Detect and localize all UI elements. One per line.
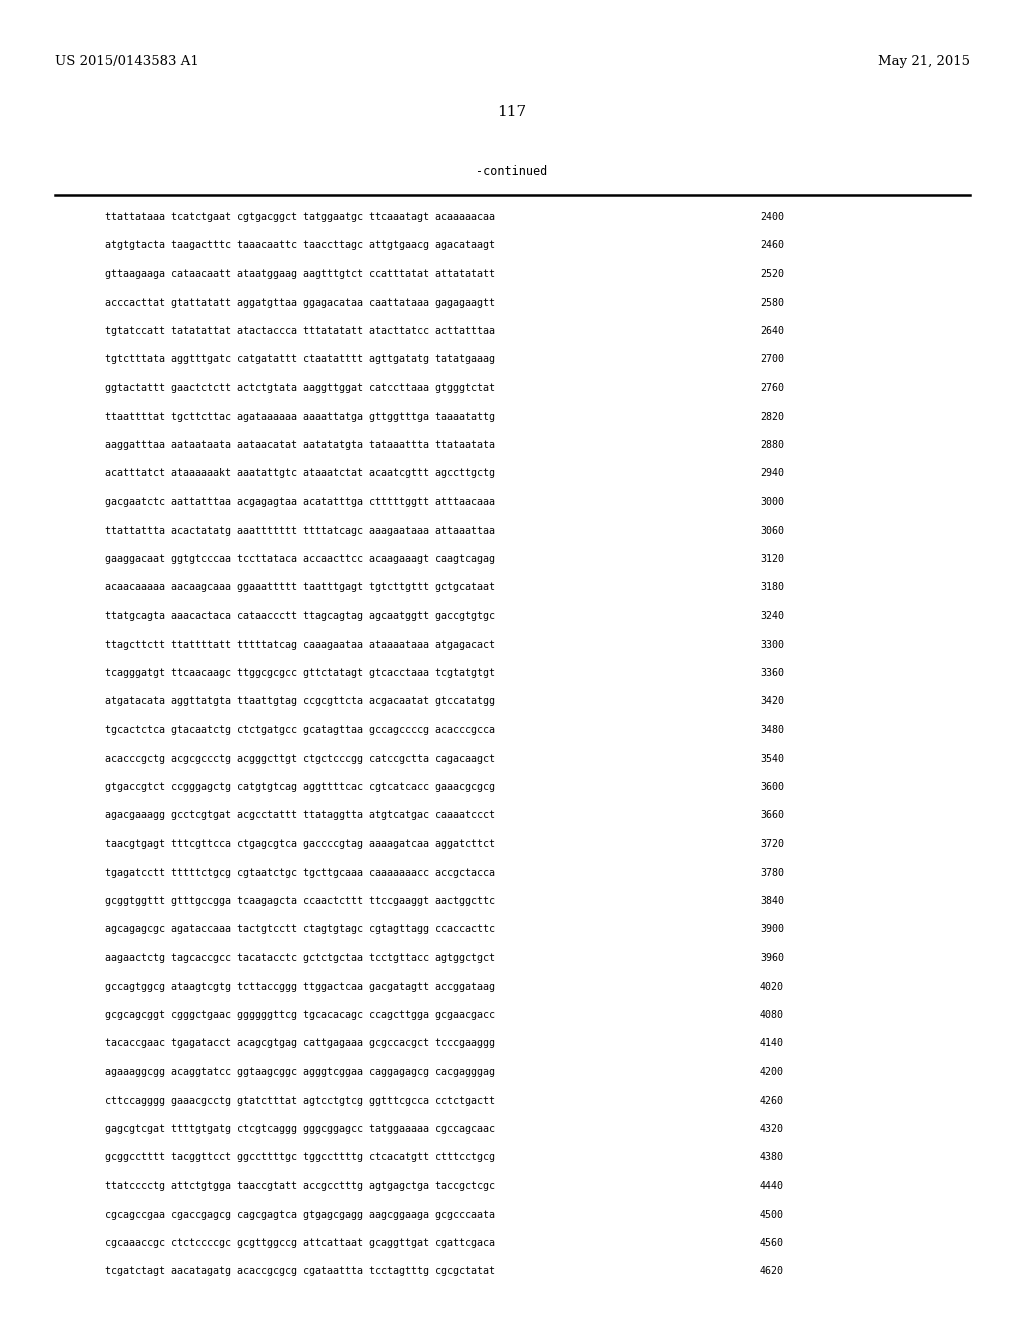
Text: 4500: 4500 (760, 1209, 784, 1220)
Text: ttatgcagta aaacactaca cataaccctt ttagcagtag agcaatggtt gaccgtgtgc: ttatgcagta aaacactaca cataaccctt ttagcag… (105, 611, 495, 620)
Text: 3300: 3300 (760, 639, 784, 649)
Text: gcggtggttt gtttgccgga tcaagagcta ccaactcttt ttccgaaggt aactggcttc: gcggtggttt gtttgccgga tcaagagcta ccaactc… (105, 896, 495, 906)
Text: 2820: 2820 (760, 412, 784, 421)
Text: atgtgtacta taagactttc taaacaattc taaccttagc attgtgaacg agacataagt: atgtgtacta taagactttc taaacaattc taacctt… (105, 240, 495, 251)
Text: aaggatttaa aataataata aataacatat aatatatgta tataaattta ttataatata: aaggatttaa aataataata aataacatat aatatat… (105, 440, 495, 450)
Text: 2700: 2700 (760, 355, 784, 364)
Text: 4020: 4020 (760, 982, 784, 991)
Text: gaaggacaat ggtgtcccaa tccttataca accaacttcc acaagaaagt caagtcagag: gaaggacaat ggtgtcccaa tccttataca accaact… (105, 554, 495, 564)
Text: tcagggatgt ttcaacaagc ttggcgcgcc gttctatagt gtcacctaaa tcgtatgtgt: tcagggatgt ttcaacaagc ttggcgcgcc gttctat… (105, 668, 495, 678)
Text: 3600: 3600 (760, 781, 784, 792)
Text: tacaccgaac tgagatacct acagcgtgag cattgagaaa gcgccacgct tcccgaaggg: tacaccgaac tgagatacct acagcgtgag cattgag… (105, 1039, 495, 1048)
Text: 4380: 4380 (760, 1152, 784, 1163)
Text: 4260: 4260 (760, 1096, 784, 1106)
Text: 2400: 2400 (760, 213, 784, 222)
Text: 3360: 3360 (760, 668, 784, 678)
Text: atgatacata aggttatgta ttaattgtag ccgcgttcta acgacaatat gtccatatgg: atgatacata aggttatgta ttaattgtag ccgcgtt… (105, 697, 495, 706)
Text: cttccagggg gaaacgcctg gtatctttat agtcctgtcg ggtttcgcca cctctgactt: cttccagggg gaaacgcctg gtatctttat agtcctg… (105, 1096, 495, 1106)
Text: 2760: 2760 (760, 383, 784, 393)
Text: cgcaaaccgc ctctccccgc gcgttggccg attcattaat gcaggttgat cgattcgaca: cgcaaaccgc ctctccccgc gcgttggccg attcatt… (105, 1238, 495, 1247)
Text: gcgcagcggt cgggctgaac ggggggttcg tgcacacagc ccagcttgga gcgaacgacc: gcgcagcggt cgggctgaac ggggggttcg tgcacac… (105, 1010, 495, 1020)
Text: 3960: 3960 (760, 953, 784, 964)
Text: ttattattta acactatatg aaattttttt ttttatcagc aaagaataaa attaaattaa: ttattattta acactatatg aaattttttt ttttatc… (105, 525, 495, 536)
Text: ttaattttat tgcttcttac agataaaaaa aaaattatga gttggtttga taaaatattg: ttaattttat tgcttcttac agataaaaaa aaaatta… (105, 412, 495, 421)
Text: 3840: 3840 (760, 896, 784, 906)
Text: 4140: 4140 (760, 1039, 784, 1048)
Text: gtgaccgtct ccgggagctg catgtgtcag aggttttcac cgtcatcacc gaaacgcgcg: gtgaccgtct ccgggagctg catgtgtcag aggtttt… (105, 781, 495, 792)
Text: 4560: 4560 (760, 1238, 784, 1247)
Text: tgagatcctt tttttctgcg cgtaatctgc tgcttgcaaa caaaaaaacc accgctacca: tgagatcctt tttttctgcg cgtaatctgc tgcttgc… (105, 867, 495, 878)
Text: 3060: 3060 (760, 525, 784, 536)
Text: gccagtggcg ataagtcgtg tcttaccggg ttggactcaa gacgatagtt accggataag: gccagtggcg ataagtcgtg tcttaccggg ttggact… (105, 982, 495, 991)
Text: 3420: 3420 (760, 697, 784, 706)
Text: 2520: 2520 (760, 269, 784, 279)
Text: tcgatctagt aacatagatg acaccgcgcg cgataattta tcctagtttg cgcgctatat: tcgatctagt aacatagatg acaccgcgcg cgataat… (105, 1266, 495, 1276)
Text: agaaaggcgg acaggtatcc ggtaagcggc agggtcggaa caggagagcg cacgagggag: agaaaggcgg acaggtatcc ggtaagcggc agggtcg… (105, 1067, 495, 1077)
Text: ggtactattt gaactctctt actctgtata aaggttggat catccttaaa gtgggtctat: ggtactattt gaactctctt actctgtata aaggttg… (105, 383, 495, 393)
Text: agcagagcgc agataccaaa tactgtcctt ctagtgtagc cgtagttagg ccaccacttc: agcagagcgc agataccaaa tactgtcctt ctagtgt… (105, 924, 495, 935)
Text: acaacaaaaa aacaagcaaa ggaaattttt taatttgagt tgtcttgttt gctgcataat: acaacaaaaa aacaagcaaa ggaaattttt taatttg… (105, 582, 495, 593)
Text: 3180: 3180 (760, 582, 784, 593)
Text: 3660: 3660 (760, 810, 784, 821)
Text: tgtatccatt tatatattat atactaccca tttatatatt atacttatcc acttatttaa: tgtatccatt tatatattat atactaccca tttatat… (105, 326, 495, 337)
Text: ttatcccctg attctgtgga taaccgtatt accgcctttg agtgagctga taccgctcgc: ttatcccctg attctgtgga taaccgtatt accgcct… (105, 1181, 495, 1191)
Text: gacgaatctc aattatttaa acgagagtaa acatatttga ctttttggtt atttaacaaa: gacgaatctc aattatttaa acgagagtaa acatatt… (105, 498, 495, 507)
Text: 3120: 3120 (760, 554, 784, 564)
Text: 2940: 2940 (760, 469, 784, 479)
Text: 2580: 2580 (760, 297, 784, 308)
Text: 2460: 2460 (760, 240, 784, 251)
Text: gagcgtcgat ttttgtgatg ctcgtcaggg gggcggagcc tatggaaaaa cgccagcaac: gagcgtcgat ttttgtgatg ctcgtcaggg gggcgga… (105, 1125, 495, 1134)
Text: ttagcttctt ttattttatt tttttatcag caaagaataa ataaaataaa atgagacact: ttagcttctt ttattttatt tttttatcag caaagaa… (105, 639, 495, 649)
Text: taacgtgagt tttcgttcca ctgagcgtca gaccccgtag aaaagatcaa aggatcttct: taacgtgagt tttcgttcca ctgagcgtca gaccccg… (105, 840, 495, 849)
Text: 117: 117 (498, 106, 526, 119)
Text: 4440: 4440 (760, 1181, 784, 1191)
Text: 4320: 4320 (760, 1125, 784, 1134)
Text: gttaagaaga cataacaatt ataatggaag aagtttgtct ccatttatat attatatatt: gttaagaaga cataacaatt ataatggaag aagtttg… (105, 269, 495, 279)
Text: aagaactctg tagcaccgcc tacatacctc gctctgctaa tcctgttacc agtggctgct: aagaactctg tagcaccgcc tacatacctc gctctgc… (105, 953, 495, 964)
Text: May 21, 2015: May 21, 2015 (878, 55, 970, 69)
Text: 3780: 3780 (760, 867, 784, 878)
Text: cgcagccgaa cgaccgagcg cagcgagtca gtgagcgagg aagcggaaga gcgcccaata: cgcagccgaa cgaccgagcg cagcgagtca gtgagcg… (105, 1209, 495, 1220)
Text: 4080: 4080 (760, 1010, 784, 1020)
Text: 4200: 4200 (760, 1067, 784, 1077)
Text: 4620: 4620 (760, 1266, 784, 1276)
Text: 3900: 3900 (760, 924, 784, 935)
Text: acatttatct ataaaaaakt aaatattgtc ataaatctat acaatcgttt agccttgctg: acatttatct ataaaaaakt aaatattgtc ataaatc… (105, 469, 495, 479)
Text: 3480: 3480 (760, 725, 784, 735)
Text: gcggcctttt tacggttcct ggccttttgc tggccttttg ctcacatgtt ctttcctgcg: gcggcctttt tacggttcct ggccttttgc tggcctt… (105, 1152, 495, 1163)
Text: 3720: 3720 (760, 840, 784, 849)
Text: US 2015/0143583 A1: US 2015/0143583 A1 (55, 55, 199, 69)
Text: agacgaaagg gcctcgtgat acgcctattt ttataggtta atgtcatgac caaaatccct: agacgaaagg gcctcgtgat acgcctattt ttatagg… (105, 810, 495, 821)
Text: 3000: 3000 (760, 498, 784, 507)
Text: 2880: 2880 (760, 440, 784, 450)
Text: 3540: 3540 (760, 754, 784, 763)
Text: acccacttat gtattatatt aggatgttaa ggagacataa caattataaa gagagaagtt: acccacttat gtattatatt aggatgttaa ggagaca… (105, 297, 495, 308)
Text: 3240: 3240 (760, 611, 784, 620)
Text: 2640: 2640 (760, 326, 784, 337)
Text: -continued: -continued (476, 165, 548, 178)
Text: ttattataaa tcatctgaat cgtgacggct tatggaatgc ttcaaatagt acaaaaacaa: ttattataaa tcatctgaat cgtgacggct tatggaa… (105, 213, 495, 222)
Text: tgtctttata aggtttgatc catgatattt ctaatatttt agttgatatg tatatgaaag: tgtctttata aggtttgatc catgatattt ctaatat… (105, 355, 495, 364)
Text: acacccgctg acgcgccctg acgggcttgt ctgctcccgg catccgctta cagacaagct: acacccgctg acgcgccctg acgggcttgt ctgctcc… (105, 754, 495, 763)
Text: tgcactctca gtacaatctg ctctgatgcc gcatagttaa gccagccccg acacccgcca: tgcactctca gtacaatctg ctctgatgcc gcatagt… (105, 725, 495, 735)
